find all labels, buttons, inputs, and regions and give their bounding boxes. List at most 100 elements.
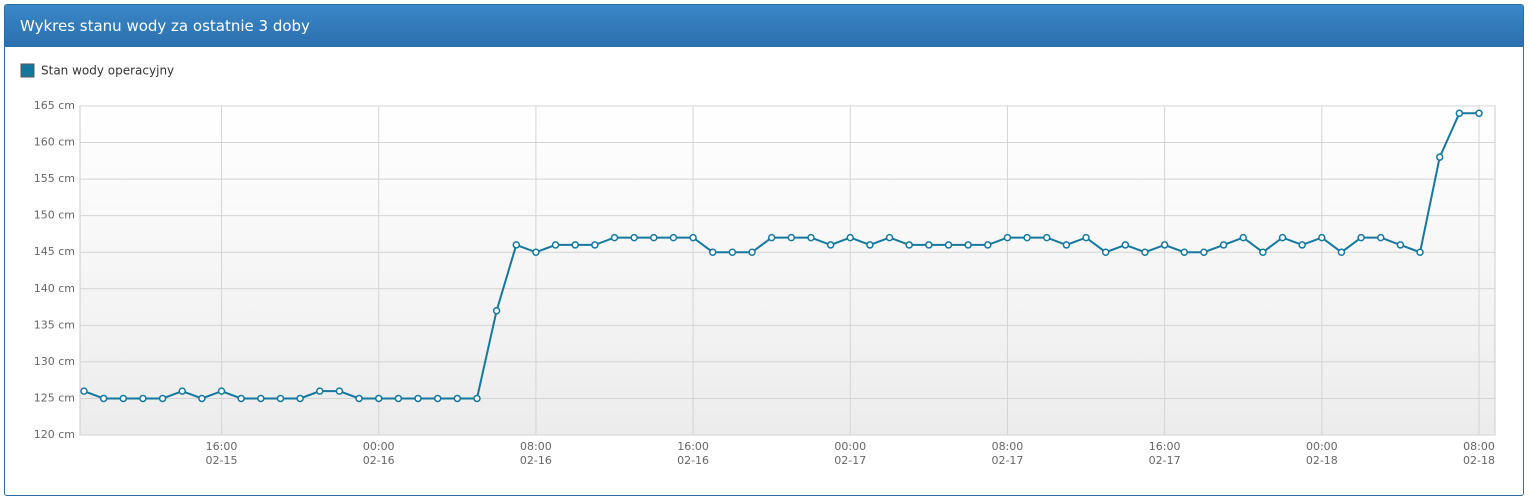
y-tick-label: 125 cm [34,391,75,404]
data-point [1180,248,1189,256]
data-point [944,241,953,249]
data-point [728,248,737,256]
data-point [1082,233,1090,242]
data-point [473,394,481,403]
x-tick-label: 02-15 [206,454,238,467]
y-tick-label: 120 cm [34,428,75,441]
data-point [276,394,285,403]
data-point [1042,233,1051,242]
data-point [198,394,206,403]
data-point [257,394,265,403]
x-tick-label: 16:00 [206,440,238,453]
x-tick-label: 00:00 [1306,440,1338,453]
data-point [846,233,855,242]
x-tick-label: 16:00 [1149,440,1181,453]
data-point [984,241,992,249]
data-point [1377,233,1385,242]
data-point [217,387,226,395]
data-point [335,387,344,395]
data-point [767,233,776,242]
data-point [885,233,894,242]
panel-title: Wykres stanu wody za ostatnie 3 doby [5,5,1523,47]
y-tick-label: 160 cm [34,136,75,149]
data-point [1455,109,1464,118]
data-point [1141,248,1149,256]
data-point [925,241,933,249]
data-point [512,241,521,249]
data-point [374,394,383,403]
data-point [826,241,835,249]
data-point [1259,248,1267,256]
data-point [316,387,324,395]
x-tick-label: 02-16 [520,454,552,467]
data-point [1239,233,1247,242]
y-tick-label: 165 cm [34,99,75,112]
data-point [1475,109,1483,118]
data-point [551,241,560,249]
data-point [650,233,658,242]
x-tick-label: 02-17 [834,454,866,467]
data-point [630,233,638,242]
legend-label: Stan wody operacyjny [41,64,174,78]
data-point [1416,248,1424,256]
data-point [492,306,501,315]
data-point [453,394,462,403]
data-point [99,394,108,403]
data-point [119,394,128,403]
x-tick-label: 08:00 [992,440,1024,453]
x-tick-label: 00:00 [834,440,866,453]
x-tick-label: 08:00 [1463,440,1495,453]
data-point [708,248,717,256]
x-tick-label: 02-18 [1463,454,1495,467]
data-point [669,233,678,242]
data-point [1337,248,1346,256]
data-point [905,241,913,249]
data-point [158,394,167,403]
data-point [1160,241,1169,249]
plot-area [79,105,1496,436]
panel: Wykres stanu wody za ostatnie 3 doby [4,4,1524,496]
data-point [237,394,245,403]
data-point [1023,233,1031,242]
data-point [1435,153,1444,161]
data-point [866,241,874,249]
data-point [571,241,579,249]
data-point [1101,248,1110,256]
y-tick-label: 140 cm [34,282,75,295]
x-tick-label: 02-16 [677,454,709,467]
data-point [80,387,88,395]
data-point [355,394,363,403]
y-tick-label: 130 cm [34,355,75,368]
data-point [787,233,796,242]
data-point [610,233,619,242]
data-point [532,248,540,256]
y-tick-label: 155 cm [34,172,75,185]
data-point [1357,233,1365,242]
data-point [1219,241,1228,249]
data-point [807,233,815,242]
data-point [394,394,403,403]
data-point [591,241,599,249]
y-tick-label: 145 cm [34,245,75,258]
data-point [1318,233,1326,242]
x-tick-label: 16:00 [677,440,709,453]
x-tick-label: 08:00 [520,440,552,453]
x-tick-label: 02-17 [991,454,1023,467]
data-point [433,394,442,403]
x-tick-label: 02-17 [1149,454,1181,467]
data-point [414,394,422,403]
data-point [1200,248,1208,256]
legend-swatch [20,63,35,78]
data-point [1278,233,1287,242]
data-point [964,241,972,249]
data-point [178,387,186,395]
x-tick-label: 02-18 [1306,454,1338,467]
data-point [1003,233,1012,242]
x-tick-label: 02-16 [363,454,395,467]
data-point [139,394,147,403]
data-point [748,248,756,256]
x-tick-label: 00:00 [363,440,395,453]
data-point [296,394,304,403]
